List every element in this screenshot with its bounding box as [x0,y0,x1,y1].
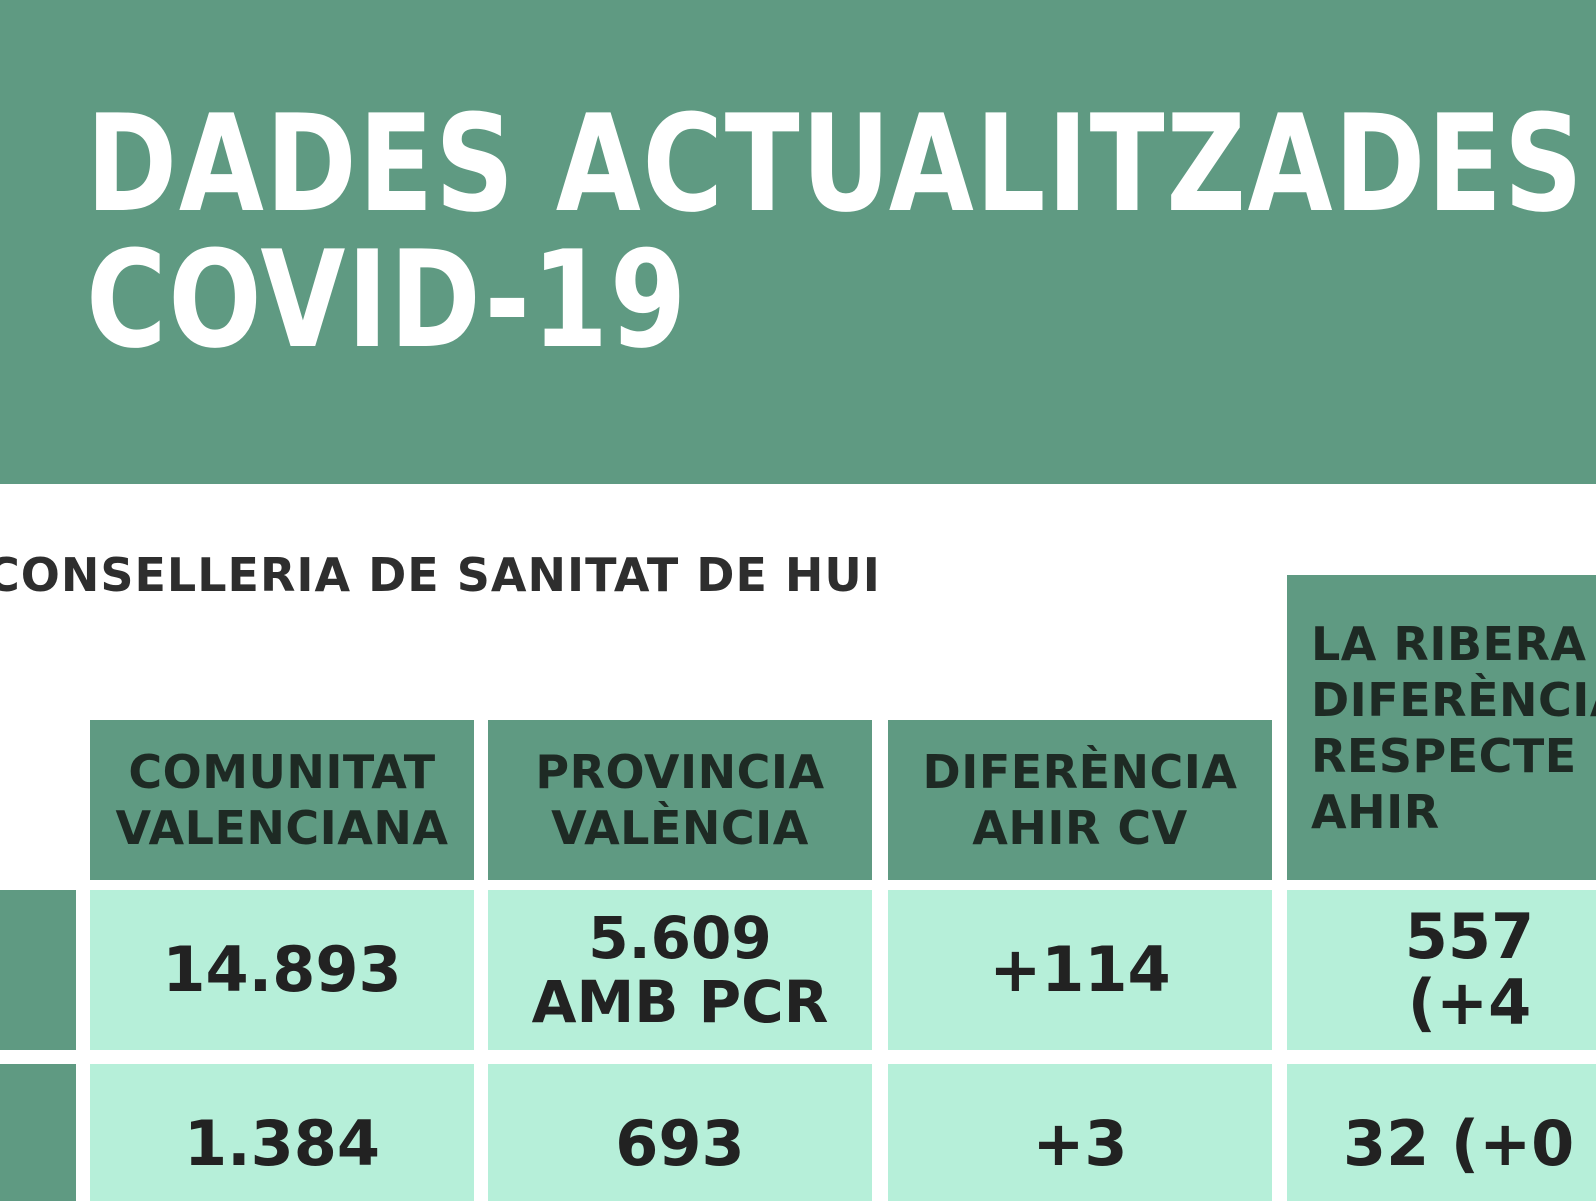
cell-r1-ribera: 557 (+4 [1287,890,1596,1050]
cell-r2-ribera: 32 (+0 [1287,1064,1596,1201]
header-diferencia-ahir-cv: DIFERÈNCIA AHIR CV [888,720,1272,880]
header-provincia-valencia: PROVINCIA VALÈNCIA [488,720,872,880]
header-comunitat-valenciana: COMUNITAT VALENCIANA [90,720,474,880]
cell-r2-provincia: 693 [488,1064,872,1201]
title-banner: DADES ACTUALITZADES COVID-19 [0,0,1596,484]
page-title: DADES ACTUALITZADES COVID-19 [86,96,1585,368]
row-label-1 [0,890,76,1050]
cell-r1-comunitat: 14.893 [90,890,474,1050]
title-line-2: COVID-19 [86,222,688,378]
header-la-ribera-diferencia: LA RIBERA DIFERÈNCIA RESPECTE AHIR [1287,575,1596,880]
cell-r1-diferencia: +114 [888,890,1272,1050]
row-label-2 [0,1064,76,1201]
cell-r1-provincia: 5.609 AMB PCR [488,890,872,1050]
title-line-1: DADES ACTUALITZADES [86,86,1585,242]
cell-r2-comunitat: 1.384 [90,1064,474,1201]
source-text: CONSELLERIA DE SANITAT DE HUI [0,548,881,602]
cell-r2-diferencia: +3 [888,1064,1272,1201]
